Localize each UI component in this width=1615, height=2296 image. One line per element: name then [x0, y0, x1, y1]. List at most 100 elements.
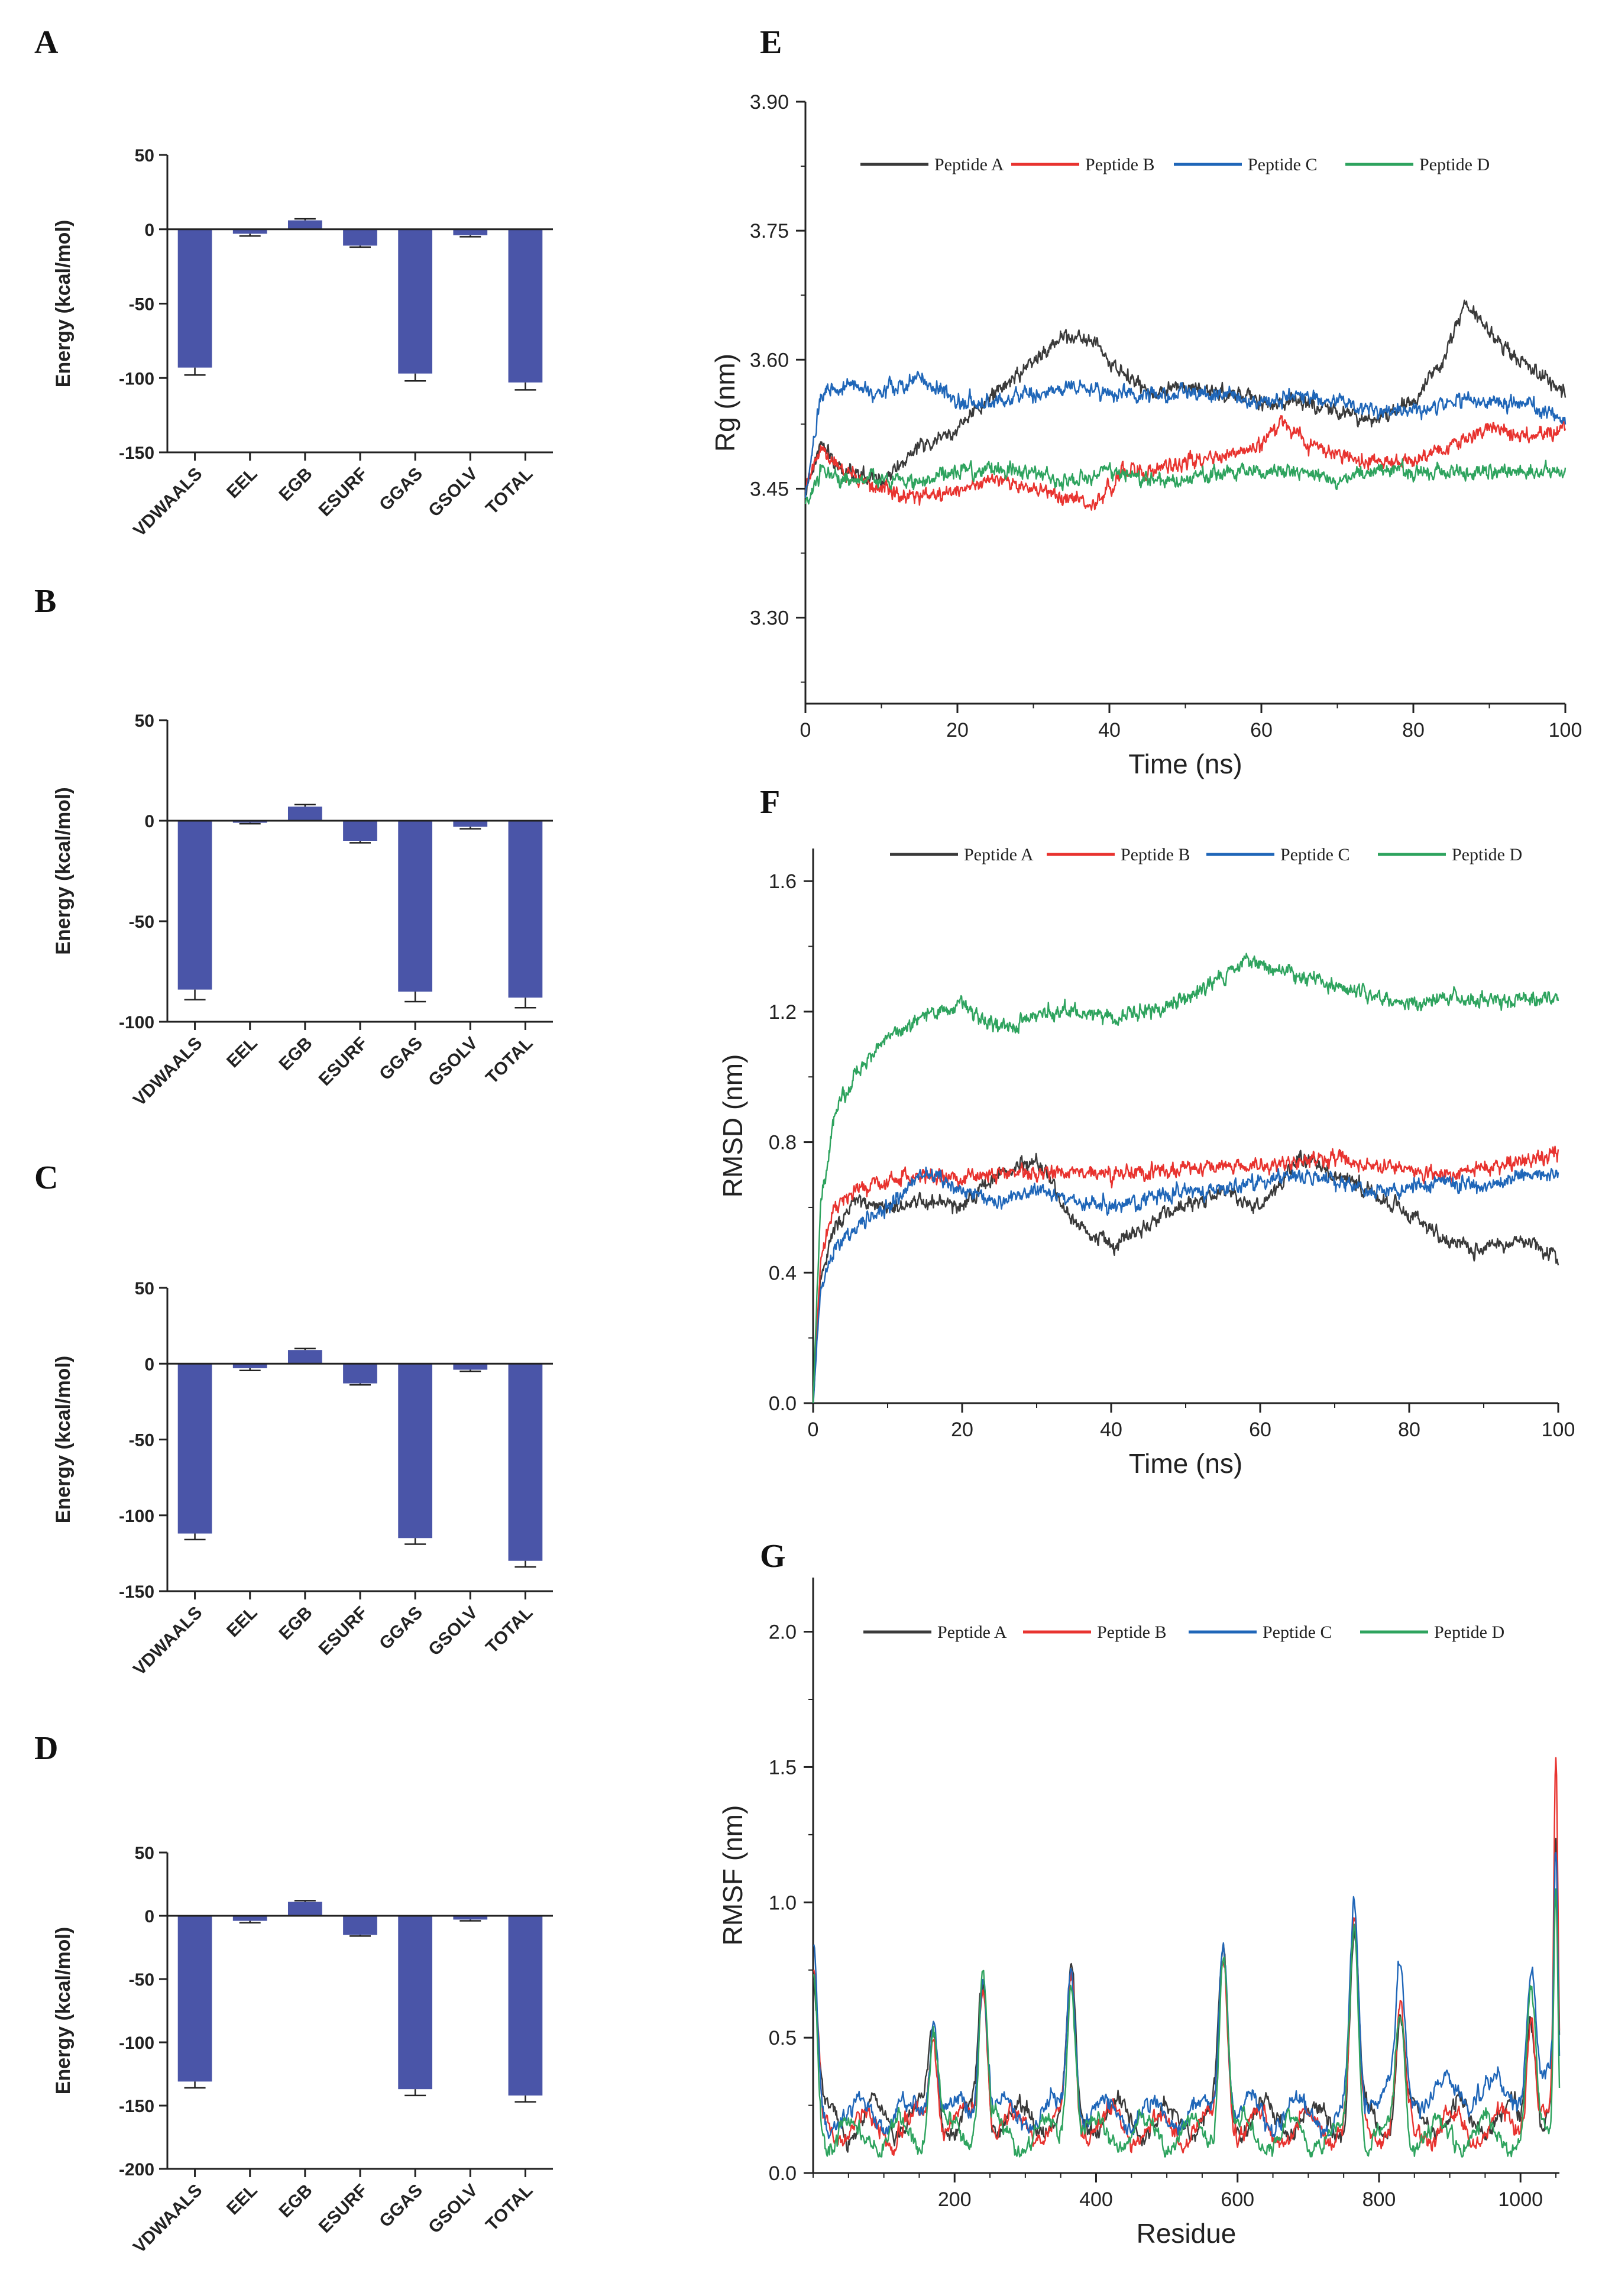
- y-tick-label: 0: [144, 1907, 154, 1926]
- rmsd-line-chart: 0 20 40 60 80 100 0.0 0.4 0.8 1.2 1.6 Time (ns) RMSD…: [717, 845, 1575, 1479]
- y-tick-label: 0.4: [769, 1262, 797, 1284]
- bar-gsolv: [453, 229, 488, 235]
- x-tick-label: 80: [1402, 719, 1425, 741]
- x-tick-label: 20: [951, 1419, 973, 1441]
- legend-label-peptide-c: Peptide C: [1263, 1623, 1332, 1642]
- bar-eel: [232, 821, 267, 823]
- y-tick-label: -100: [119, 1507, 154, 1526]
- bar-total: [508, 821, 543, 998]
- x-tick-label: GSOLV: [425, 1603, 481, 1660]
- y-tick-label: -50: [129, 1431, 154, 1450]
- x-tick-label: TOTAL: [482, 1034, 536, 1088]
- x-tick-label: 200: [938, 2188, 972, 2211]
- bar-ggas: [398, 821, 433, 992]
- legend-label-peptide-a: Peptide A: [934, 155, 1004, 174]
- bar-vdwaals: [177, 1364, 212, 1534]
- x-tick-label: TOTAL: [482, 1603, 536, 1657]
- y-tick-label: -100: [119, 2033, 154, 2053]
- bar-esurf: [343, 229, 377, 246]
- x-tick-label: ESURF: [315, 1034, 371, 1090]
- bar-esurf: [343, 1364, 377, 1384]
- bar-ggas: [398, 1364, 433, 1539]
- y-tick-label: 0.5: [769, 2027, 797, 2049]
- x-tick-label: EGB: [275, 2181, 316, 2221]
- x-tick-label: GGAS: [376, 1034, 426, 1084]
- x-tick-label: ESURF: [315, 2181, 371, 2237]
- y-axis-label: Rg (nm): [710, 354, 740, 452]
- x-tick-label: EGB: [275, 1603, 316, 1644]
- y-axis-label: RMSF (nm): [717, 1805, 748, 1946]
- x-tick-label: 0: [808, 1419, 819, 1441]
- x-tick-label: ESURF: [315, 464, 371, 520]
- legend-label-peptide-b: Peptide B: [1121, 845, 1190, 864]
- bar-egb: [287, 1350, 322, 1364]
- panel-label-g: G: [760, 1538, 786, 1575]
- series-line-peptide-d: [813, 1888, 1561, 2158]
- y-tick-label: 0: [144, 1355, 154, 1374]
- bar-eel: [232, 1916, 267, 1921]
- series-line-peptide-c: [812, 1166, 1559, 1404]
- x-axis-label: Residue: [1137, 2218, 1237, 2249]
- x-tick-label: 80: [1398, 1419, 1420, 1441]
- x-tick-label: GGAS: [376, 464, 426, 515]
- series-line-peptide-a: [812, 1149, 1559, 1404]
- y-tick-label: 0.0: [769, 2162, 797, 2185]
- bar-total: [508, 229, 543, 383]
- x-tick-label: EEL: [223, 1603, 261, 1641]
- y-tick-label: -150: [119, 1582, 154, 1602]
- y-axis-label: RMSD (nm): [717, 1054, 748, 1198]
- x-tick-label: 100: [1542, 1419, 1575, 1441]
- series-line-peptide-d: [804, 458, 1567, 505]
- x-tick-label: 60: [1249, 1419, 1271, 1441]
- x-tick-label: 400: [1079, 2188, 1113, 2211]
- y-tick-label: 2.0: [769, 1621, 797, 1644]
- panel-label-e: E: [760, 24, 782, 61]
- bar-gsolv: [453, 1364, 488, 1370]
- x-axis-label: Time (ns): [1129, 1448, 1243, 1479]
- y-axis-label: Energy (kcal/mol): [52, 220, 75, 387]
- bar-ggas: [398, 229, 433, 374]
- x-tick-label: GSOLV: [425, 2181, 481, 2237]
- y-axis-label: Energy (kcal/mol): [52, 1927, 75, 2094]
- x-tick-label: VDWAALS: [130, 464, 206, 540]
- y-tick-label: -100: [119, 369, 154, 388]
- y-tick-label: 50: [135, 146, 154, 166]
- series-line-peptide-d: [812, 953, 1559, 1404]
- series-line-peptide-b: [804, 415, 1567, 511]
- rmsf-line-chart: 200 400 600 800 1000 0.0 0.5 1.0 1.5 2.0 Residue RM…: [717, 1578, 1561, 2249]
- x-tick-label: GGAS: [376, 1603, 426, 1654]
- x-axis-label: Time (ns): [1128, 749, 1242, 779]
- x-tick-label: EGB: [275, 464, 316, 505]
- x-tick-label: 60: [1250, 719, 1273, 741]
- x-tick-label: EEL: [223, 2181, 261, 2219]
- y-tick-label: 3.30: [750, 607, 789, 630]
- y-tick-label: 3.60: [750, 349, 789, 371]
- bar-egb: [287, 220, 322, 229]
- x-tick-label: EGB: [275, 1034, 316, 1074]
- y-tick-label: 50: [135, 1844, 154, 1863]
- panel-label-f: F: [760, 784, 780, 821]
- x-tick-label: GSOLV: [425, 464, 481, 521]
- y-tick-label: 0.8: [769, 1132, 797, 1154]
- x-tick-label: 800: [1362, 2188, 1396, 2211]
- bar-esurf: [343, 1916, 377, 1935]
- y-tick-label: 3.45: [750, 478, 789, 500]
- y-tick-label: -50: [129, 1970, 154, 1990]
- x-tick-label: TOTAL: [482, 464, 536, 519]
- y-tick-label: 0.0: [769, 1393, 797, 1415]
- bar-egb: [287, 1902, 322, 1916]
- bar-total: [508, 1364, 543, 1561]
- panel-label-c: C: [34, 1160, 58, 1196]
- y-tick-label: 0: [144, 221, 154, 240]
- y-tick-label: -100: [119, 1013, 154, 1032]
- series-line-peptide-b: [812, 1145, 1559, 1402]
- bar-vdwaals: [177, 821, 212, 990]
- x-tick-label: ESURF: [315, 1603, 371, 1659]
- y-tick-label: 3.90: [750, 91, 789, 114]
- legend-label-peptide-a: Peptide A: [937, 1623, 1007, 1642]
- x-tick-label: 0: [800, 719, 811, 741]
- x-tick-label: TOTAL: [482, 2181, 536, 2235]
- x-tick-label: VDWAALS: [130, 1603, 206, 1679]
